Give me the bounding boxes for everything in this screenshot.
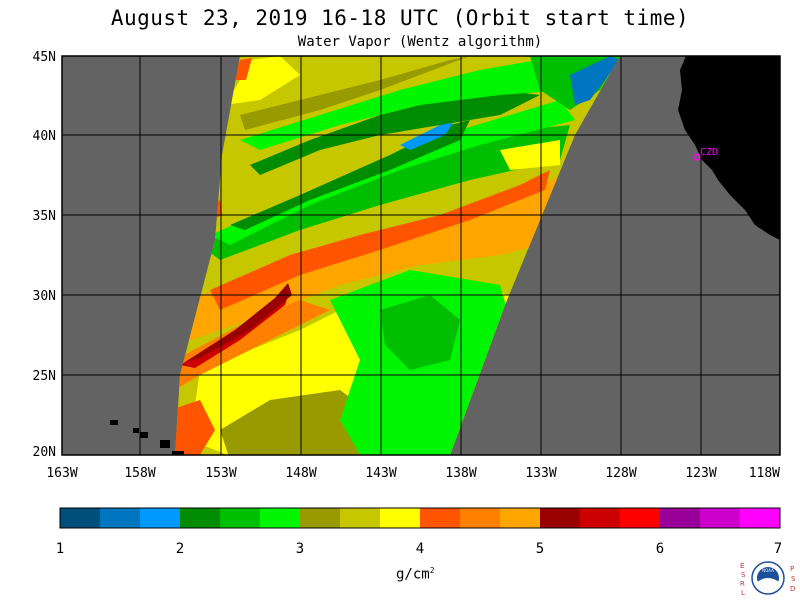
svg-text:P: P bbox=[790, 565, 794, 573]
colorbar-label: 2 bbox=[176, 541, 184, 557]
colorbar-segment bbox=[740, 508, 780, 528]
colorbar-segment bbox=[540, 508, 580, 528]
map-subtitle: Water Vapor (Wentz algorithm) bbox=[297, 34, 543, 50]
colorbar-segment bbox=[260, 508, 300, 528]
svg-text:R: R bbox=[740, 580, 745, 588]
colorbar-label: 7 bbox=[774, 541, 782, 557]
colorbar-segment bbox=[300, 508, 340, 528]
colorbar-label: 6 bbox=[656, 541, 664, 557]
lon-label: 118W bbox=[749, 466, 780, 481]
colorbar-label: 3 bbox=[296, 541, 304, 557]
colorbar-segment bbox=[700, 508, 740, 528]
colorbar-segment bbox=[660, 508, 700, 528]
colorbar-segment bbox=[460, 508, 500, 528]
lon-label: 138W bbox=[445, 466, 476, 481]
lat-label: 45N bbox=[33, 50, 56, 65]
lat-label: 35N bbox=[33, 209, 56, 224]
colorbar-segment bbox=[220, 508, 260, 528]
colorbar-label: 5 bbox=[536, 541, 544, 557]
map-title: August 23, 2019 16-18 UTC (Orbit start t… bbox=[110, 6, 690, 30]
island bbox=[160, 440, 170, 448]
lon-label: 153W bbox=[205, 466, 236, 481]
station-label: CZD bbox=[700, 147, 718, 158]
colorbar-frame bbox=[59, 507, 781, 529]
colorbar bbox=[60, 508, 780, 528]
colorbar-segment bbox=[420, 508, 460, 528]
colorbar-segment bbox=[140, 508, 180, 528]
lon-label: 128W bbox=[605, 466, 636, 481]
colorbar-segment bbox=[180, 508, 220, 528]
colorbar-segment bbox=[60, 508, 100, 528]
island bbox=[133, 428, 139, 433]
lon-label: 133W bbox=[525, 466, 556, 481]
colorbar-segment bbox=[620, 508, 660, 528]
svg-text:S: S bbox=[741, 571, 746, 579]
colorbar-label: 4 bbox=[416, 541, 424, 557]
lat-label: 20N bbox=[33, 445, 56, 460]
lat-lon-grid bbox=[62, 56, 780, 455]
lat-label: 30N bbox=[33, 289, 56, 304]
map-frame bbox=[61, 55, 781, 456]
lon-label: 123W bbox=[685, 466, 716, 481]
svg-text:E: E bbox=[740, 562, 744, 570]
lon-label: 148W bbox=[285, 466, 316, 481]
lon-label: 158W bbox=[124, 466, 155, 481]
land-mass bbox=[678, 56, 780, 240]
lon-label: 143W bbox=[365, 466, 396, 481]
colorbar-segment bbox=[340, 508, 380, 528]
svg-text:L: L bbox=[741, 589, 745, 597]
svg-text:D: D bbox=[790, 585, 795, 593]
svg-text:NOAA: NOAA bbox=[762, 568, 774, 573]
island bbox=[172, 451, 184, 455]
island bbox=[110, 420, 118, 425]
colorbar-segment bbox=[100, 508, 140, 528]
noaa-logo: E S R L NOAA P S D bbox=[740, 561, 796, 597]
lat-label: 25N bbox=[33, 369, 56, 384]
island bbox=[140, 432, 148, 438]
station-marker bbox=[693, 153, 701, 161]
colorbar-units: g/cm2 bbox=[396, 566, 435, 583]
colorbar-segment bbox=[500, 508, 540, 528]
colorbar-segment bbox=[380, 508, 420, 528]
colorbar-segment bbox=[580, 508, 620, 528]
svg-text:S: S bbox=[791, 575, 796, 583]
lat-label: 40N bbox=[33, 129, 56, 144]
colorbar-label: 1 bbox=[56, 541, 64, 557]
lon-label: 163W bbox=[46, 466, 77, 481]
